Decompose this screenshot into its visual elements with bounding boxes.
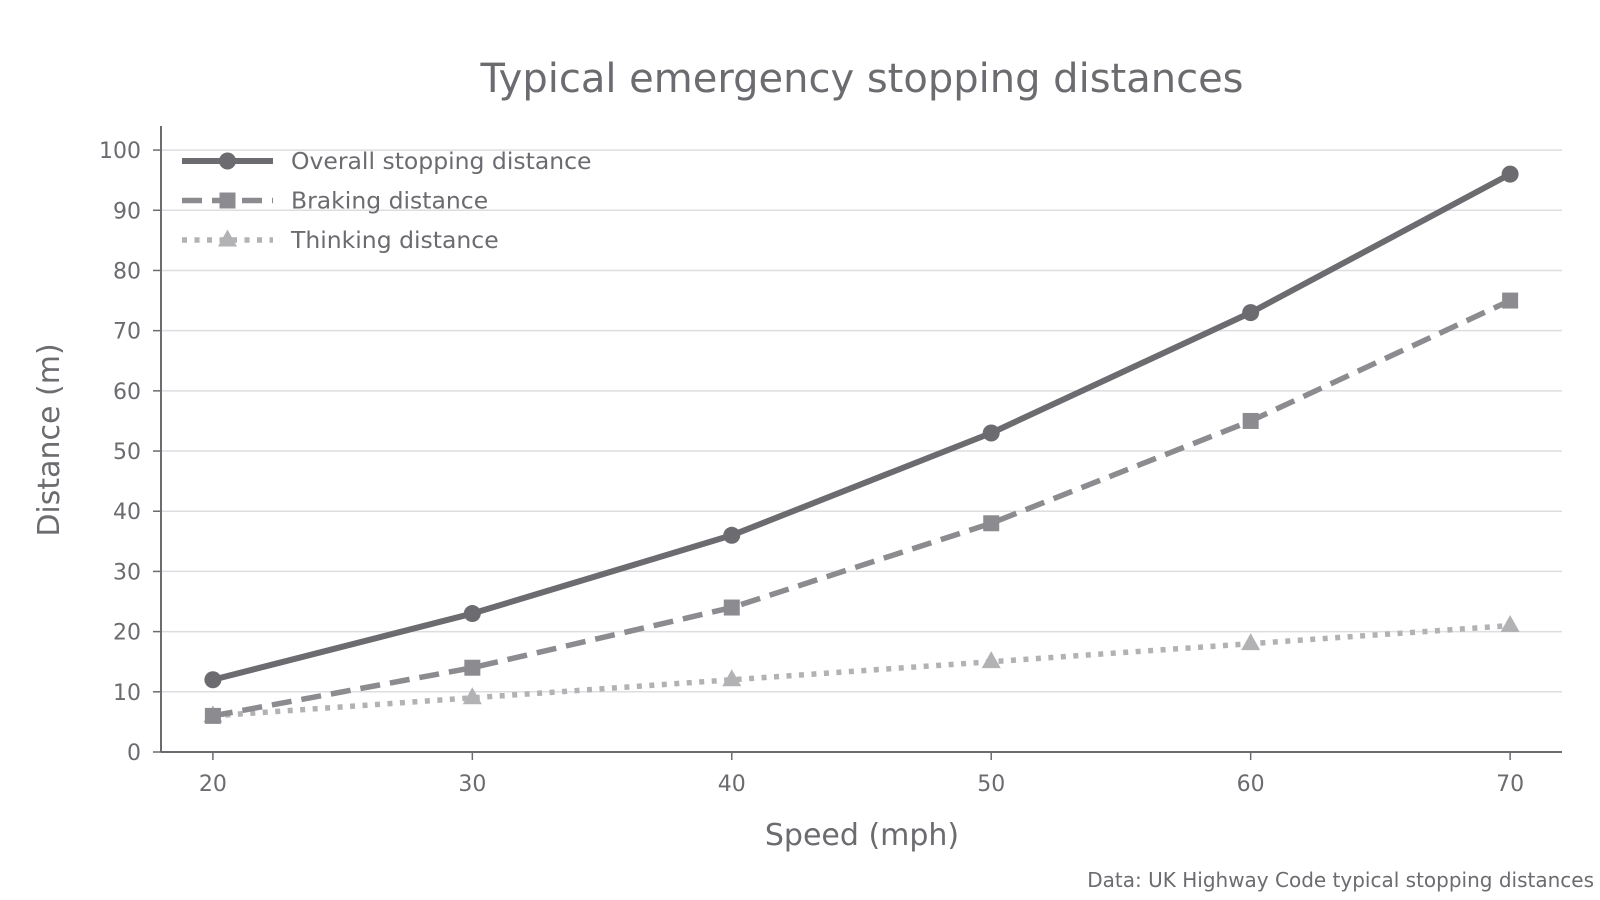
legend-label: Braking distance — [291, 187, 488, 215]
series-overall-stopping-distance — [204, 165, 1519, 689]
series-line — [212, 622, 1511, 719]
legend-item: Thinking distance — [182, 226, 499, 254]
series-line — [212, 171, 1512, 683]
y-tick-label: 50 — [113, 440, 141, 465]
y-tick-label: 90 — [113, 199, 141, 224]
legend-marker — [219, 192, 236, 209]
y-tick-label: 80 — [113, 259, 141, 284]
y-tick-label: 40 — [113, 500, 141, 525]
data-point — [1241, 633, 1261, 651]
source-note: Data: UK Highway Code typical stopping d… — [1087, 868, 1594, 892]
legend-item: Braking distance — [182, 187, 488, 215]
x-axis-label: Speed (mph) — [765, 818, 959, 853]
x-tick-label: 40 — [718, 772, 746, 797]
data-point — [463, 605, 481, 623]
data-point — [1242, 412, 1259, 429]
y-tick-label: 100 — [99, 139, 141, 164]
x-tick-label: 70 — [1496, 772, 1524, 797]
y-tick-label: 0 — [127, 741, 141, 766]
legend-label: Thinking distance — [290, 226, 499, 254]
x-tick-label: 60 — [1237, 772, 1265, 797]
axes — [153, 126, 1562, 760]
legend-label: Overall stopping distance — [291, 147, 592, 175]
y-tick-label: 10 — [113, 681, 141, 706]
data-point — [204, 707, 221, 724]
y-tick-label: 70 — [113, 320, 141, 345]
chart-title: Typical emergency stopping distances — [479, 56, 1243, 102]
x-tick-label: 20 — [199, 772, 227, 797]
x-tick-label: 30 — [458, 772, 486, 797]
data-point — [204, 671, 222, 689]
series-line — [212, 298, 1512, 719]
series — [203, 165, 1520, 724]
data-point — [723, 526, 741, 544]
data-point — [723, 599, 740, 616]
data-point — [1242, 304, 1260, 322]
data-point — [464, 659, 481, 676]
data-point — [981, 651, 1001, 669]
data-point — [722, 669, 742, 687]
y-axis-label: Distance (m) — [32, 343, 67, 536]
legend: Overall stopping distance Braking distanc… — [182, 147, 592, 254]
legend-marker — [219, 152, 236, 170]
data-point — [983, 515, 1000, 532]
legend-item: Overall stopping distance — [182, 147, 592, 175]
data-point — [1500, 615, 1520, 633]
series-braking-distance — [204, 292, 1519, 724]
tick-labels: 0 10 20 30 40 50 60 70 80 90 100 20 30 40 50 60 70 — [99, 139, 1524, 797]
data-point — [982, 424, 1000, 442]
y-tick-label: 20 — [113, 621, 141, 646]
legend-marker — [218, 229, 237, 247]
data-point — [1502, 292, 1519, 309]
data-point — [462, 687, 482, 705]
data-point — [1501, 165, 1519, 183]
series-thinking-distance — [203, 615, 1520, 723]
y-tick-label: 30 — [113, 560, 141, 585]
y-tick-label: 60 — [113, 380, 141, 405]
x-tick-label: 50 — [977, 772, 1005, 797]
